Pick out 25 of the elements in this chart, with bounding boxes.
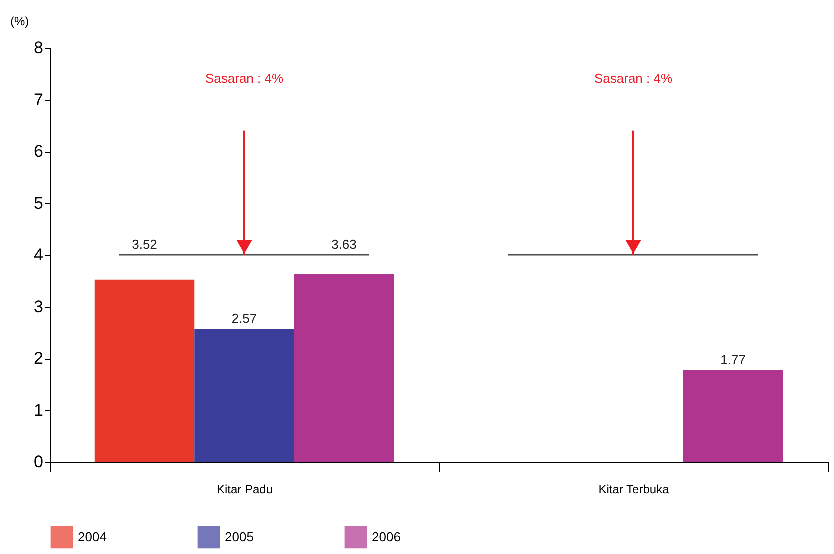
annotation: Sasaran : 4%	[205, 71, 284, 86]
bar	[294, 274, 394, 462]
y-tick-label: 5	[34, 194, 44, 213]
data-label: 2.57	[232, 311, 258, 326]
annotation: Sasaran : 4%	[594, 71, 673, 86]
y-tick-label: 3	[34, 297, 44, 316]
bar	[683, 370, 784, 462]
y-tick-label: 1	[34, 400, 44, 420]
data-label: 3.63	[332, 237, 357, 252]
y-tick-label: 7	[34, 90, 44, 110]
x-tick-label: Kitar Padu	[216, 482, 274, 496]
bar	[94, 280, 195, 462]
legend-label: 2005	[225, 529, 254, 544]
y-tick-label: 2	[34, 349, 44, 368]
data-label: 1.77	[720, 352, 746, 368]
y-tick-label: 8	[34, 38, 44, 58]
legend-label: 2006	[372, 529, 401, 544]
y-tick-label: 6	[34, 142, 44, 161]
y-tick-label: 4	[34, 246, 44, 264]
bar	[194, 329, 294, 462]
data-label: 3.52	[132, 237, 158, 252]
legend-label: 2004	[78, 529, 107, 544]
x-tick-label: Kitar Terbuka	[598, 482, 670, 496]
y-tick-label: 0	[34, 452, 44, 472]
y-axis-title: (%)	[10, 14, 30, 28]
